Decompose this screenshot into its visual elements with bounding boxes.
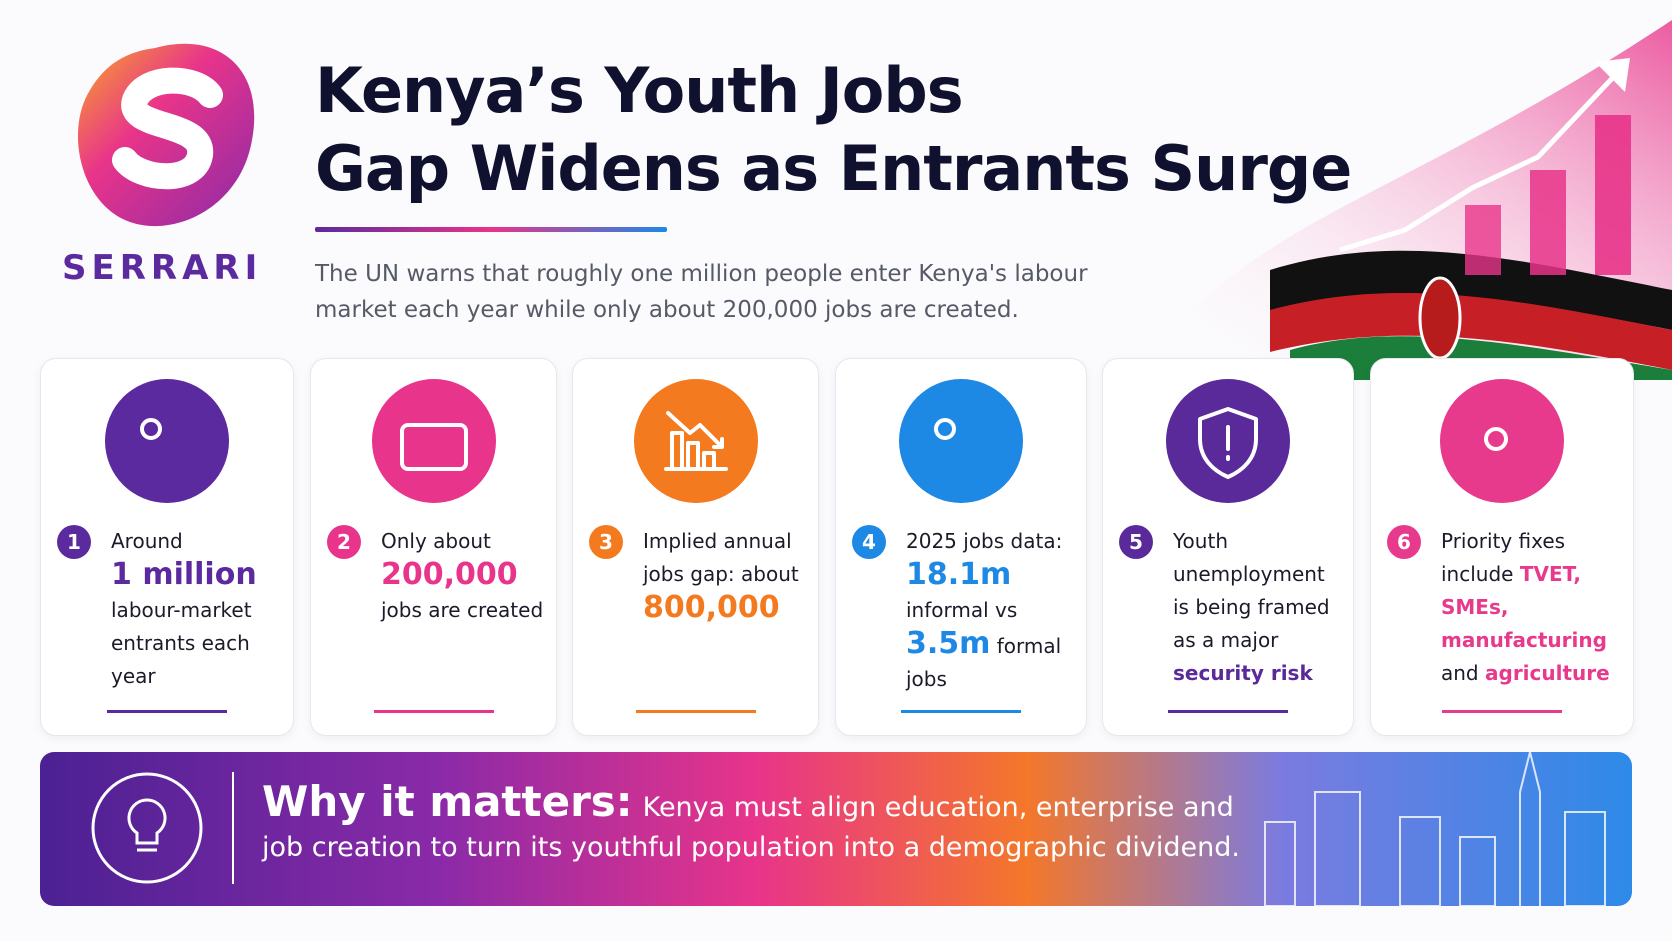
card-underline: [107, 710, 227, 713]
card-segment: Around: [111, 529, 183, 553]
card-accent: TVET, SMEs, manufacturing: [1441, 562, 1607, 652]
card-segment: Only about: [381, 529, 491, 553]
card-icon: [105, 379, 229, 503]
banner-art: [91, 752, 1606, 906]
card: 1 Around 1 million labour-market entrants…: [40, 358, 294, 736]
card-figure: 18.1m: [906, 557, 1012, 592]
card-number: 4: [852, 525, 886, 559]
card-segment: Priority fixes include: [1441, 529, 1566, 586]
card: 5 Youth unemployment is being framed as a…: [1102, 358, 1354, 736]
card-figure: 200,000: [381, 557, 518, 592]
banner-heading: Why it matters:: [262, 777, 633, 826]
card-text: Around 1 million labour-market entrants …: [111, 525, 281, 693]
card-text: Youth unemployment is being framed as a …: [1173, 525, 1341, 690]
card-figure: 1 million: [111, 557, 257, 592]
card-text: 2025 jobs data: 18.1m informal vs 3.5m f…: [906, 525, 1074, 696]
card-underline: [635, 710, 756, 713]
card-accent: security risk: [1173, 661, 1313, 685]
card-segment: 2025 jobs data:: [906, 529, 1063, 553]
card-number: 3: [589, 525, 623, 559]
card-segment: Implied annual jobs gap: about: [643, 529, 799, 586]
card-figure: 800,000: [643, 590, 780, 625]
card-segment: formal jobs: [906, 634, 1062, 691]
card-number: 5: [1119, 525, 1153, 559]
banner: Why it matters: Kenya must align educatio…: [40, 752, 1632, 906]
card: 4 2025 jobs data: 18.1m informal vs 3.5m …: [835, 358, 1087, 736]
card-figure: 3.5m: [906, 626, 991, 661]
card-segment: jobs are created: [381, 598, 544, 622]
card-icon: [633, 379, 758, 503]
card-number: 6: [1387, 525, 1421, 559]
subtitle: The UN warns that roughly one million pe…: [315, 261, 1088, 323]
card-underline: [1442, 710, 1562, 713]
card-underline: [901, 710, 1021, 713]
card-accent: agriculture: [1485, 661, 1610, 685]
card-segment: informal vs: [906, 598, 1018, 622]
card-text: Implied annual jobs gap: about 800,000: [643, 525, 806, 627]
card-segment: Youth unemployment is being framed as a …: [1173, 529, 1330, 652]
card: 2 Only about 200,000 jobs are created: [310, 358, 557, 736]
title-line: Kenya’s Youth Jobs: [315, 54, 964, 127]
card-text: Priority fixes include TVET, SMEs, manuf…: [1441, 525, 1621, 690]
card-segment: labour-market entrants each year: [111, 598, 252, 688]
card-number: 1: [57, 525, 91, 559]
card-icon: [371, 379, 496, 503]
title: Kenya’s Youth Jobs Gap Widens as Entrants…: [315, 52, 1352, 208]
card-icon: [899, 379, 1023, 503]
card-underline: [1168, 710, 1288, 713]
card: 3 Implied annual jobs gap: about 800,000: [572, 358, 819, 736]
brand: SERRARI: [62, 248, 263, 288]
banner-text: Why it matters: Kenya must align educatio…: [262, 781, 1262, 868]
card-underline: [373, 710, 494, 713]
title-line: Gap Widens as Entrants Surge: [315, 132, 1352, 205]
card-icon: [1440, 379, 1564, 503]
banner-body: Kenya must align education, enterprise a…: [262, 792, 1240, 863]
card-number: 2: [327, 525, 361, 559]
card: 6 Priority fixes include TVET, SMEs, manu…: [1370, 358, 1634, 736]
card-text: Only about 200,000 jobs are created: [381, 525, 544, 627]
card-segment: and: [1441, 661, 1479, 685]
card-icon: [1166, 379, 1290, 503]
